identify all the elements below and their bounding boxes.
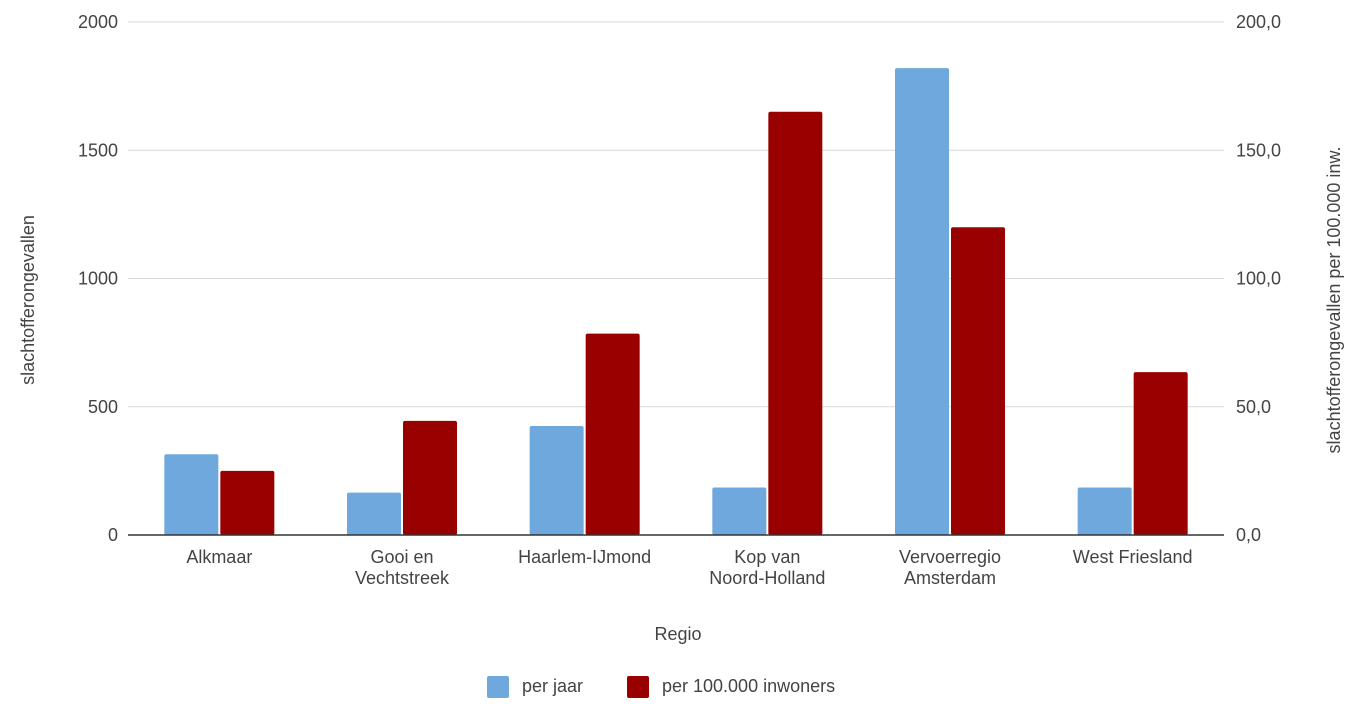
right-tick-label: 150,0 <box>1236 140 1281 160</box>
bar-per-jaar <box>529 425 584 535</box>
left-axis-ticks: 0 500 1000 1500 2000 <box>78 12 118 545</box>
category-label: Gooi en Vechtstreek <box>355 547 450 588</box>
bar-per-jaar <box>1077 487 1132 535</box>
category-labels: Alkmaar Gooi en Vechtstreek Haarlem-IJmond K… <box>186 547 1192 588</box>
bars <box>164 68 1188 536</box>
bar-per-jaar <box>347 492 401 535</box>
left-tick-label: 1000 <box>78 269 118 289</box>
right-tick-label: 100,0 <box>1236 269 1281 289</box>
left-tick-label: 0 <box>108 525 118 545</box>
category-label: Vervoerregio Amsterdam <box>899 547 1001 588</box>
x-axis-title: Regio <box>654 624 701 644</box>
bar-per-jaar <box>895 68 949 536</box>
category-label: West Friesland <box>1073 547 1193 567</box>
left-tick-label: 1500 <box>78 140 118 160</box>
left-tick-label: 500 <box>88 397 118 417</box>
bar-per-100000 <box>220 470 275 535</box>
bar-per-100000 <box>403 420 457 535</box>
bar-per-jaar <box>712 487 767 535</box>
bar-per-100000 <box>951 227 1005 535</box>
legend-swatch-per-100000 <box>627 676 649 698</box>
category-label: Kop van Noord-Holland <box>709 547 825 588</box>
left-axis-title: slachtofferongevallen <box>18 215 38 385</box>
bar-per-jaar <box>164 454 219 535</box>
right-tick-label: 0,0 <box>1236 525 1261 545</box>
legend: per jaar per 100.000 inwoners <box>487 676 835 698</box>
category-label: Alkmaar <box>186 547 252 567</box>
legend-label-per-100000: per 100.000 inwoners <box>662 676 835 696</box>
legend-label-per-jaar: per jaar <box>522 676 583 696</box>
legend-swatch-per-jaar <box>487 676 509 698</box>
right-tick-label: 50,0 <box>1236 397 1271 417</box>
right-axis-ticks: 0,0 50,0 100,0 150,0 200,0 <box>1236 12 1281 545</box>
bar-per-100000 <box>585 333 640 535</box>
left-tick-label: 2000 <box>78 12 118 32</box>
bar-per-100000 <box>768 111 823 536</box>
category-label: Haarlem-IJmond <box>518 547 651 567</box>
gridlines <box>128 21 1224 408</box>
right-tick-label: 200,0 <box>1236 12 1281 32</box>
right-axis-title: slachtofferongevallen per 100.000 inw. <box>1324 147 1344 454</box>
bar-per-100000 <box>1133 372 1188 535</box>
